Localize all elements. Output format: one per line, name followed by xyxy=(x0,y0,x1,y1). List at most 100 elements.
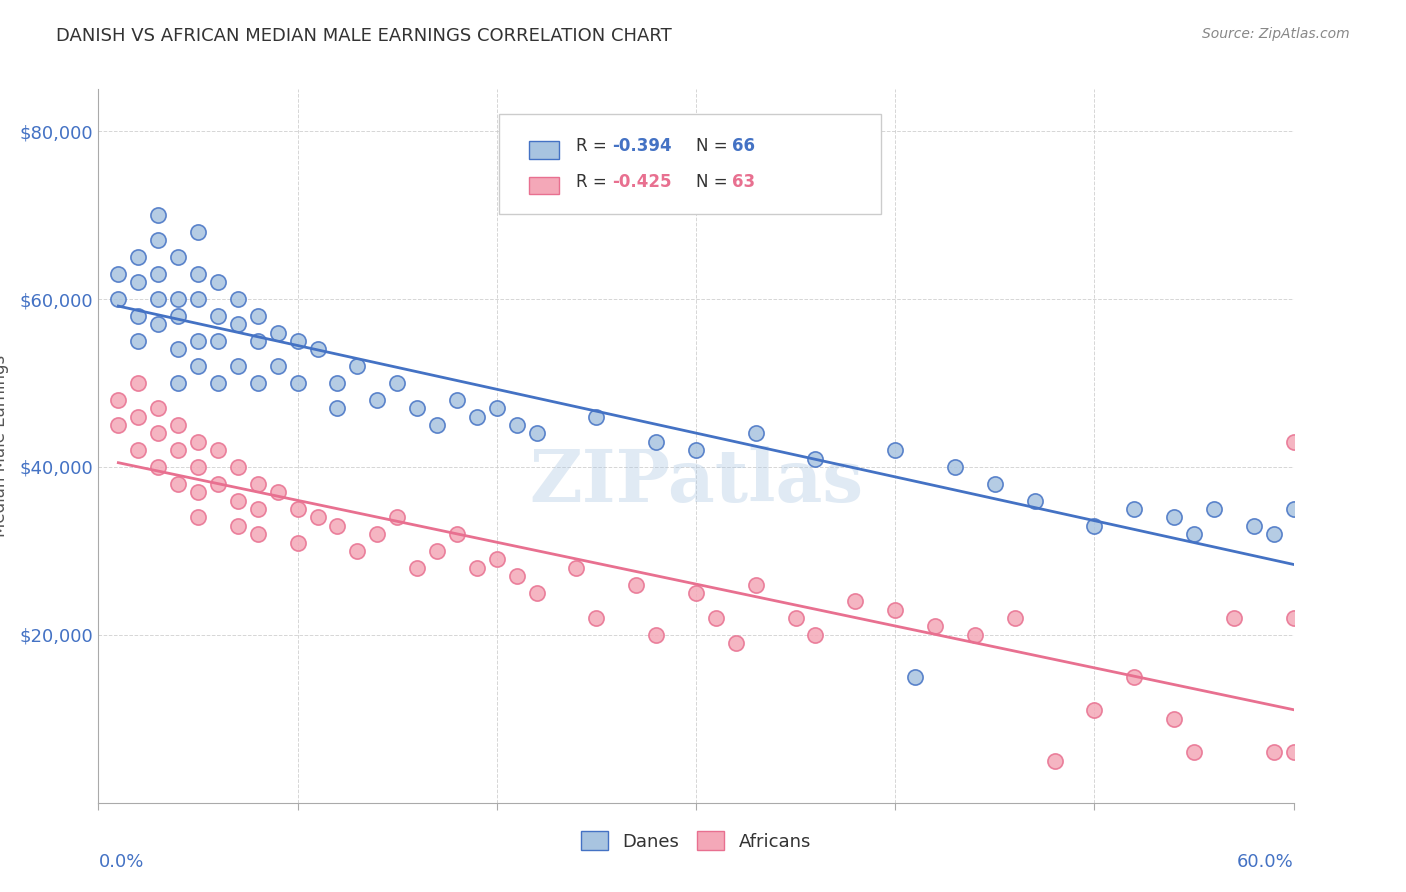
Point xyxy=(804,628,827,642)
Point xyxy=(148,233,170,247)
Text: 0.0%: 0.0% xyxy=(98,853,143,871)
Point xyxy=(187,292,209,306)
Point xyxy=(366,392,388,407)
Point xyxy=(187,225,209,239)
Text: -0.425: -0.425 xyxy=(613,173,672,191)
Point xyxy=(1182,746,1205,760)
Point xyxy=(1263,746,1285,760)
Point xyxy=(565,560,588,574)
Point xyxy=(148,208,170,222)
Point xyxy=(246,527,269,541)
Text: N =: N = xyxy=(696,137,733,155)
Point xyxy=(127,376,149,390)
Point xyxy=(148,292,170,306)
Point xyxy=(246,334,269,348)
Point xyxy=(127,250,149,264)
Point xyxy=(167,443,190,458)
Point xyxy=(1123,502,1146,516)
Point xyxy=(385,510,409,524)
Point xyxy=(207,443,229,458)
Point xyxy=(506,417,529,432)
Point xyxy=(207,476,229,491)
Text: Source: ZipAtlas.com: Source: ZipAtlas.com xyxy=(1202,27,1350,41)
Point xyxy=(1083,518,1105,533)
Point xyxy=(446,527,468,541)
Point xyxy=(187,510,209,524)
Point xyxy=(187,485,209,500)
Point xyxy=(585,611,607,625)
Point xyxy=(187,359,209,374)
Point xyxy=(167,343,190,357)
Point xyxy=(207,309,229,323)
Point xyxy=(745,426,768,441)
Point xyxy=(246,476,269,491)
Point xyxy=(506,569,529,583)
Point xyxy=(267,359,290,374)
Point xyxy=(127,409,149,424)
Point xyxy=(426,417,449,432)
Point xyxy=(1182,527,1205,541)
Point xyxy=(167,476,190,491)
Point xyxy=(107,417,129,432)
Point xyxy=(246,309,269,323)
Point xyxy=(267,485,290,500)
Point xyxy=(963,628,986,642)
Point xyxy=(526,586,548,600)
Point xyxy=(167,417,190,432)
FancyBboxPatch shape xyxy=(529,177,558,194)
Point xyxy=(187,434,209,449)
Text: R =: R = xyxy=(576,137,613,155)
Point xyxy=(485,401,508,416)
Point xyxy=(167,292,190,306)
Point xyxy=(426,544,449,558)
Point xyxy=(385,376,409,390)
Legend: Danes, Africans: Danes, Africans xyxy=(574,824,818,858)
Point xyxy=(1282,502,1305,516)
Point xyxy=(246,376,269,390)
Point xyxy=(326,376,349,390)
Point xyxy=(1043,754,1066,768)
Point xyxy=(804,451,827,466)
Point xyxy=(187,460,209,475)
Point xyxy=(1282,434,1305,449)
Point xyxy=(704,611,727,625)
Point xyxy=(924,619,946,633)
Point xyxy=(107,392,129,407)
Point xyxy=(127,443,149,458)
Text: ZIPatlas: ZIPatlas xyxy=(529,446,863,517)
Point xyxy=(226,493,249,508)
Point xyxy=(207,334,229,348)
Point xyxy=(287,376,309,390)
Point xyxy=(226,318,249,332)
Point xyxy=(346,359,368,374)
Point xyxy=(406,560,429,574)
Point xyxy=(1223,611,1246,625)
Point xyxy=(246,502,269,516)
Point xyxy=(226,359,249,374)
Point xyxy=(526,426,548,441)
Point xyxy=(167,309,190,323)
Point xyxy=(626,577,648,591)
Text: R =: R = xyxy=(576,173,613,191)
Point xyxy=(307,510,329,524)
Point xyxy=(645,628,668,642)
Point xyxy=(107,267,129,281)
FancyBboxPatch shape xyxy=(529,141,558,159)
Point xyxy=(645,434,668,449)
Text: N =: N = xyxy=(696,173,733,191)
Text: -0.394: -0.394 xyxy=(613,137,672,155)
Point xyxy=(287,535,309,549)
Point xyxy=(326,401,349,416)
Point xyxy=(127,309,149,323)
Point xyxy=(685,586,707,600)
Point xyxy=(904,670,927,684)
Point xyxy=(1282,611,1305,625)
Point xyxy=(107,292,129,306)
Point xyxy=(1163,712,1185,726)
FancyBboxPatch shape xyxy=(499,114,882,214)
Point xyxy=(148,318,170,332)
Point xyxy=(745,577,768,591)
Point xyxy=(1123,670,1146,684)
Text: DANISH VS AFRICAN MEDIAN MALE EARNINGS CORRELATION CHART: DANISH VS AFRICAN MEDIAN MALE EARNINGS C… xyxy=(56,27,672,45)
Point xyxy=(167,250,190,264)
